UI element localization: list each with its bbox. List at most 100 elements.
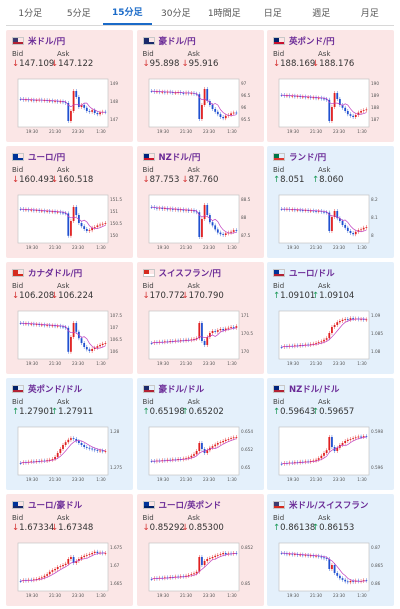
candle: [91, 448, 94, 450]
currency-card[interactable]: ランド/円 Bid Ask ↑8.051 ↑8.060 8.2 8.1 8 19:30…: [267, 146, 394, 258]
y-tick-label: 107.5: [110, 313, 122, 318]
currency-card[interactable]: スイスフラン/円 Bid Ask ↓170.772 ↓170.790 171 17…: [136, 262, 264, 374]
currency-card[interactable]: ユーロ/英ポンド Bid Ask ↓0.85292 ↓0.85300 0.852…: [136, 494, 264, 606]
candle: [349, 318, 352, 320]
pair-name[interactable]: NZドル/ドル: [289, 385, 340, 395]
bid-ask-labels: Bid Ask: [12, 50, 70, 58]
card-header: カナダドル/円: [12, 267, 82, 279]
flag-icon: [142, 385, 155, 393]
quotes: ↑8.051 ↑8.060: [273, 175, 343, 185]
candle: [182, 93, 184, 94]
currency-card[interactable]: 米ドル/スイスフラン Bid Ask ↑0.86138 ↑0.86153 0.8…: [267, 494, 394, 606]
candle: [224, 115, 227, 119]
currency-card[interactable]: 豪ドル/円 Bid Ask ↓95.898 ↓95.916 97 96.5 96 95…: [136, 30, 264, 142]
candle: [48, 571, 51, 575]
tab-1[interactable]: 5分足: [66, 9, 91, 19]
x-tick-label: 19:30: [156, 129, 168, 134]
candle: [362, 110, 365, 111]
price-chart[interactable]: 0.87 0.865 0.86 19:30 21:30 23:30 1:30: [277, 541, 385, 601]
moving-average-line: [281, 552, 367, 582]
tab-2[interactable]: 15分足: [103, 0, 152, 25]
currency-card[interactable]: 米ドル/円 Bid Ask ↓147.109 ↓147.122 149 148 14…: [6, 30, 133, 142]
currency-card[interactable]: カナダドル/円 Bid Ask ↓106.208 ↓106.224 107.5 1…: [6, 262, 133, 374]
price-chart[interactable]: 149 148 147 19:30 21:30 23:30 1:30: [16, 77, 124, 137]
price-chart[interactable]: 97 96.5 96 95.5 19:30 21:30 23:30 1:30: [147, 77, 255, 137]
price-chart[interactable]: 1.28 1.275 19:30 21:30 23:30 1:30: [16, 425, 124, 485]
pair-name[interactable]: NZドル/円: [158, 153, 201, 163]
pair-name[interactable]: 英ポンド/ドル: [28, 385, 83, 395]
bid-label: Bid: [273, 282, 285, 290]
price-chart[interactable]: 0.852 0.85 19:30 21:30 23:30 1:30: [147, 541, 255, 601]
candle: [40, 324, 43, 326]
moving-average-line: [151, 206, 236, 234]
pair-name[interactable]: ユーロ/英ポンド: [158, 501, 222, 511]
price-chart[interactable]: 171 170.5 170 19:30 21:30 23:30 1:30: [147, 309, 255, 369]
currency-card[interactable]: 英ポンド/ドル Bid Ask ↑1.27901 ↑1.27911 1.28 1.…: [6, 378, 133, 490]
candle: [280, 553, 283, 554]
price-chart[interactable]: 1.675 1.67 1.665 19:30 21:30 23:30 1:30: [16, 541, 124, 601]
price-chart[interactable]: 0.598 0.596 19:30 21:30 23:30 1:30: [277, 425, 385, 485]
pair-name[interactable]: ランド/円: [289, 153, 327, 163]
candle: [344, 225, 347, 228]
candle: [67, 103, 70, 121]
card-header: 英ポンド/ドル: [12, 383, 82, 395]
candle: [229, 113, 232, 115]
pair-name[interactable]: 米ドル/円: [28, 37, 66, 47]
candle: [352, 233, 355, 235]
plot-area: [278, 78, 370, 128]
down-arrow-icon: ↓: [312, 59, 320, 69]
candle: [309, 344, 312, 345]
candle: [200, 443, 203, 449]
price-chart[interactable]: 107.5 107 106.5 106 19:30 21:30 23:30 1:30: [16, 309, 124, 369]
price-chart[interactable]: 190 189 188 187 19:30 21:30 23:30 1:30: [277, 77, 385, 137]
tab-4[interactable]: 1時間足: [207, 9, 241, 19]
candle: [174, 576, 176, 578]
pair-name[interactable]: 米ドル/スイスフラン: [289, 501, 369, 511]
currency-card[interactable]: NZドル/ドル Bid Ask ↑0.59643 ↑0.59657 0.598 0…: [267, 378, 394, 490]
price-chart[interactable]: 1.09 1.085 1.08 19:30 21:30 23:30 1:30: [277, 309, 385, 369]
price-chart[interactable]: 88.5 88 87.5 19:30 21:30 23:30 1:30: [147, 193, 255, 253]
currency-card[interactable]: ユーロ/豪ドル Bid Ask ↓1.67334 ↓1.67348 1.675 1…: [6, 494, 133, 606]
currency-card[interactable]: 英ポンド/円 Bid Ask ↓188.169 ↓188.176 190 189 1…: [267, 30, 394, 142]
down-arrow-icon: ↓: [12, 59, 20, 69]
candle: [75, 91, 78, 97]
pair-name[interactable]: ユーロ/円: [28, 153, 66, 163]
currency-card[interactable]: ユーロ/円 Bid Ask ↓160.493 ↓160.518 151.5 151…: [6, 146, 133, 258]
currency-card[interactable]: 豪ドル/ドル Bid Ask ↑0.65198 ↑0.65202 0.654 0.…: [136, 378, 264, 490]
pair-name[interactable]: ユーロ/ドル: [289, 269, 335, 279]
candle: [208, 101, 211, 105]
tab-3[interactable]: 30分足: [161, 9, 191, 19]
candle: [323, 211, 325, 213]
bid-ask-labels: Bid Ask: [273, 166, 331, 174]
candle: [331, 107, 333, 121]
candlestick-chart: 0.852 0.85 19:30 21:30 23:30 1:30: [148, 542, 253, 598]
pair-name[interactable]: 豪ドル/ドル: [158, 385, 205, 395]
pair-name[interactable]: スイスフラン/円: [158, 269, 221, 279]
currency-card[interactable]: ユーロ/ドル Bid Ask ↑1.09101 ↑1.09104 1.09 1.0…: [267, 262, 394, 374]
tab-6[interactable]: 週足: [312, 9, 331, 19]
pair-name[interactable]: 豪ドル/円: [158, 37, 196, 47]
moving-average-line: [20, 208, 106, 229]
candle: [62, 565, 64, 567]
bid-label: Bid: [142, 514, 154, 522]
candle: [70, 337, 72, 352]
candle: [365, 319, 368, 321]
candle: [357, 112, 360, 115]
price-chart[interactable]: 151.5 151 150.5 150 19:30 21:30 23:30 1:30: [16, 193, 124, 253]
x-tick-label: 1:30: [357, 129, 367, 134]
pair-name[interactable]: ユーロ/豪ドル: [28, 501, 83, 511]
candle: [280, 209, 283, 210]
flag-icon: [12, 269, 24, 277]
candle: [80, 557, 83, 559]
price-chart[interactable]: 0.654 0.652 0.65 19:30 21:30 23:30 1:30: [147, 425, 255, 485]
pair-name[interactable]: カナダドル/円: [28, 269, 83, 279]
bid-label: Bid: [12, 282, 24, 290]
currency-card[interactable]: NZドル/円 Bid Ask ↓87.753 ↓87.760 88.5 88 87.…: [136, 146, 264, 258]
price-chart[interactable]: 8.2 8.1 8 19:30 21:30 23:30 1:30: [277, 193, 385, 253]
tab-0[interactable]: 1分足: [18, 9, 43, 19]
tab-5[interactable]: 日足: [263, 9, 282, 19]
candle: [80, 338, 83, 343]
tab-7[interactable]: 月足: [360, 9, 379, 19]
candle: [216, 443, 219, 445]
pair-name[interactable]: 英ポンド/円: [289, 37, 335, 47]
